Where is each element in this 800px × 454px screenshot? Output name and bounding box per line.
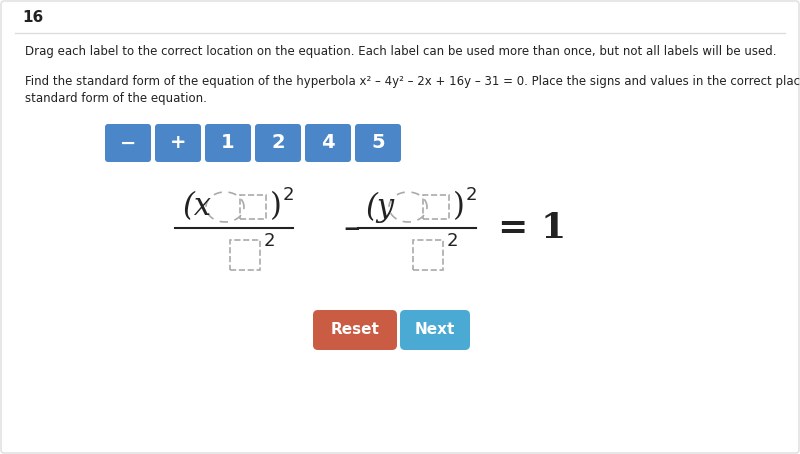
FancyBboxPatch shape — [400, 310, 470, 350]
Text: ): ) — [270, 192, 282, 222]
Text: 1: 1 — [221, 133, 235, 153]
Text: 2: 2 — [264, 232, 275, 250]
Text: –: – — [343, 212, 360, 245]
Text: 2: 2 — [466, 186, 478, 204]
Bar — [423, 195, 449, 219]
Text: 4: 4 — [321, 133, 335, 153]
Text: 16: 16 — [22, 10, 43, 25]
Text: −: − — [120, 133, 136, 153]
Text: ): ) — [453, 192, 465, 222]
Text: Drag each label to the correct location on the equation. Each label can be used : Drag each label to the correct location … — [25, 45, 777, 58]
FancyBboxPatch shape — [205, 124, 251, 162]
Text: 2: 2 — [271, 133, 285, 153]
Text: Reset: Reset — [330, 322, 379, 337]
Text: (y: (y — [366, 192, 394, 222]
Text: Next: Next — [415, 322, 455, 337]
FancyBboxPatch shape — [355, 124, 401, 162]
FancyBboxPatch shape — [105, 124, 151, 162]
Text: (x: (x — [182, 192, 211, 222]
Text: 2: 2 — [447, 232, 458, 250]
Text: 2: 2 — [283, 186, 294, 204]
FancyBboxPatch shape — [155, 124, 201, 162]
Bar — [240, 195, 266, 219]
Text: standard form of the equation.: standard form of the equation. — [25, 92, 207, 105]
Text: = 1: = 1 — [498, 211, 566, 245]
FancyBboxPatch shape — [305, 124, 351, 162]
Text: +: + — [170, 133, 186, 153]
FancyBboxPatch shape — [313, 310, 397, 350]
FancyBboxPatch shape — [255, 124, 301, 162]
Text: Find the standard form of the equation of the hyperbola x² – 4y² – 2x + 16y – 31: Find the standard form of the equation o… — [25, 75, 800, 88]
Bar — [413, 240, 443, 270]
Bar — [230, 240, 260, 270]
Text: 5: 5 — [371, 133, 385, 153]
